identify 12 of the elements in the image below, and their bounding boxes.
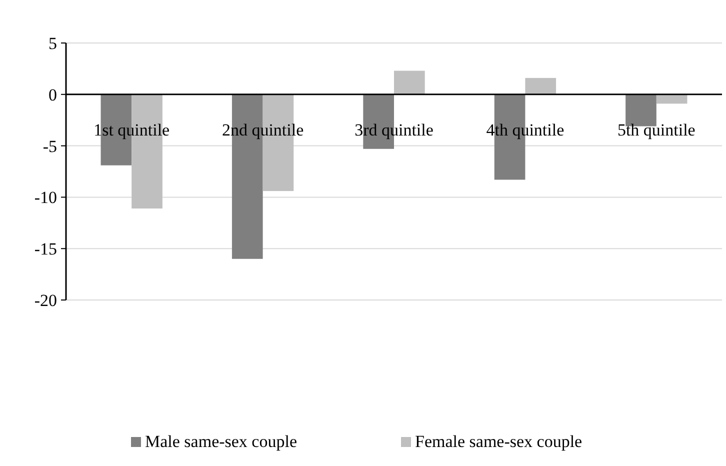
bar bbox=[394, 70, 425, 94]
legend-label: Female same-sex couple bbox=[415, 432, 582, 451]
y-tick-label: -20 bbox=[34, 290, 57, 310]
y-tick-label: -15 bbox=[34, 240, 57, 259]
bar bbox=[525, 78, 556, 94]
x-tick-label: 5th quintile bbox=[617, 120, 696, 140]
y-tick-label: 5 bbox=[48, 34, 57, 53]
y-tick-label: -10 bbox=[34, 188, 57, 208]
bar bbox=[656, 94, 688, 104]
y-tick-label: 0 bbox=[48, 85, 57, 104]
y-tick-label: -5 bbox=[42, 136, 57, 156]
legend-label: Male same-sex couple bbox=[145, 432, 297, 451]
